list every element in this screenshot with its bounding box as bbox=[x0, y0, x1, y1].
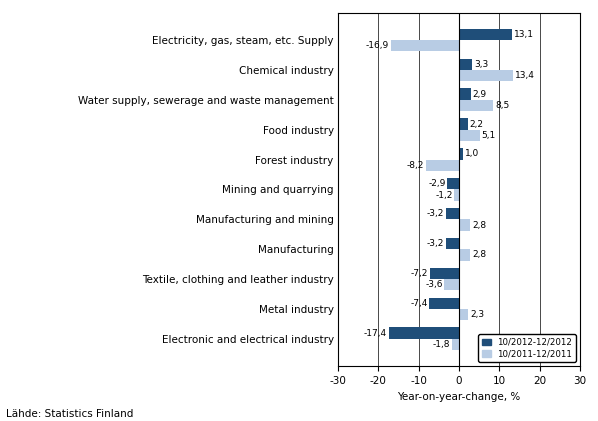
Text: 13,1: 13,1 bbox=[514, 30, 533, 39]
Legend: 10/2012-12/2012, 10/2011-12/2011: 10/2012-12/2012, 10/2011-12/2011 bbox=[478, 335, 576, 362]
Text: -3,2: -3,2 bbox=[427, 239, 444, 248]
Bar bbox=[459, 309, 468, 320]
Text: -3,6: -3,6 bbox=[425, 280, 443, 289]
Bar bbox=[459, 100, 493, 111]
Text: 2,9: 2,9 bbox=[472, 90, 486, 99]
Text: 2,8: 2,8 bbox=[472, 250, 486, 259]
X-axis label: Year-on-year-change, %: Year-on-year-change, % bbox=[397, 392, 521, 402]
Bar bbox=[459, 130, 480, 141]
Bar bbox=[459, 59, 472, 70]
Bar bbox=[454, 189, 459, 201]
Bar bbox=[446, 208, 459, 219]
Text: 2,2: 2,2 bbox=[469, 120, 483, 128]
Text: 1,0: 1,0 bbox=[465, 149, 479, 158]
Text: Lähde: Statistics Finland: Lähde: Statistics Finland bbox=[6, 409, 133, 419]
Bar bbox=[390, 40, 459, 51]
Bar bbox=[389, 328, 459, 339]
Text: -17,4: -17,4 bbox=[364, 329, 387, 338]
Text: -8,2: -8,2 bbox=[407, 161, 424, 170]
Text: 2,8: 2,8 bbox=[472, 221, 486, 229]
Bar bbox=[451, 339, 459, 350]
Text: -2,9: -2,9 bbox=[428, 179, 446, 188]
Bar bbox=[447, 178, 459, 189]
Bar bbox=[459, 70, 513, 81]
Bar bbox=[430, 268, 459, 279]
Text: 13,4: 13,4 bbox=[515, 71, 535, 80]
Text: 8,5: 8,5 bbox=[495, 101, 509, 110]
Bar bbox=[459, 219, 470, 231]
Text: -1,8: -1,8 bbox=[432, 340, 450, 349]
Bar bbox=[446, 238, 459, 249]
Text: 5,1: 5,1 bbox=[481, 131, 495, 140]
Bar bbox=[459, 29, 512, 40]
Text: -1,2: -1,2 bbox=[435, 191, 453, 200]
Text: -3,2: -3,2 bbox=[427, 209, 444, 218]
Text: 2,3: 2,3 bbox=[470, 310, 484, 319]
Bar bbox=[459, 249, 470, 261]
Bar bbox=[429, 298, 459, 309]
Bar bbox=[459, 148, 463, 160]
Text: -7,4: -7,4 bbox=[410, 299, 428, 308]
Bar bbox=[426, 160, 459, 171]
Text: -16,9: -16,9 bbox=[366, 41, 389, 50]
Bar bbox=[459, 118, 468, 130]
Text: 3,3: 3,3 bbox=[474, 60, 488, 69]
Text: -7,2: -7,2 bbox=[411, 269, 428, 278]
Bar bbox=[459, 88, 471, 100]
Bar bbox=[444, 279, 459, 290]
